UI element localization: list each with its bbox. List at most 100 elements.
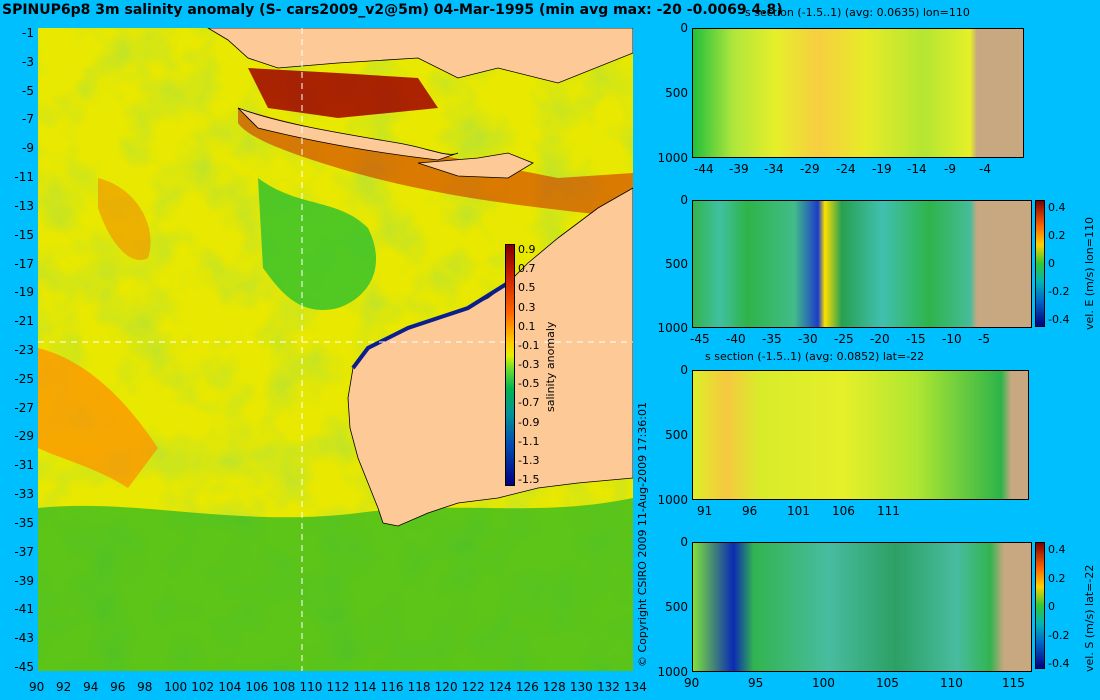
map-x-tick: 134 — [624, 680, 647, 694]
panel-4-x-tick: 105 — [876, 676, 899, 690]
colorbar-tick: 0.3 — [518, 300, 536, 314]
timor-land — [417, 152, 534, 179]
map-y-tick: -23 — [14, 343, 34, 357]
colorbar-tick: -0.9 — [518, 415, 540, 429]
map-y-tick: -33 — [14, 487, 34, 502]
panel-3-x-tick: 111 — [877, 504, 900, 518]
map-x-tick: 128 — [542, 680, 566, 694]
colorbar-label: salinity anomaly — [544, 321, 557, 412]
map-y-tick: -3 — [22, 54, 34, 69]
map-x-tick: 114 — [353, 680, 377, 694]
panel-1-x-tick: -24 — [836, 162, 856, 176]
panel-3-y-tick: 500 — [665, 428, 688, 442]
colorbar-tick: -1.1 — [518, 434, 540, 448]
panel-1-y-tick: 1000 — [657, 151, 688, 165]
map-x-tick: 126 — [515, 680, 539, 694]
panel-1-x-tick: -39 — [729, 162, 749, 176]
panel-4-x-tick: 95 — [748, 676, 764, 690]
colorbar-tick: -0.5 — [518, 377, 540, 391]
panel-1-x-tick: -44 — [694, 162, 714, 176]
southern-green-band — [38, 498, 633, 671]
colorbar-tick: -0.7 — [518, 396, 540, 410]
map-x-tick: 122 — [461, 680, 485, 694]
map-x-tick: 108 — [272, 680, 296, 694]
panel-2-x-tick: -10 — [942, 332, 962, 346]
panel-1-y-tick: 500 — [665, 86, 688, 100]
panel-1-salinity-lon110 — [692, 28, 1024, 158]
panel-2-y-tick: 0 — [680, 193, 688, 207]
colorbar-tick: -1.5 — [518, 473, 540, 486]
map-x-tick: 100 — [164, 680, 188, 694]
panel-2-cbar-tick: 0.4 — [1048, 201, 1066, 214]
map-x-tick: 94 — [83, 680, 99, 694]
panel-2-cbar-tick: 0.2 — [1048, 229, 1066, 242]
panel-2-x-tick: -40 — [726, 332, 746, 346]
panel-2-x-tick: -5 — [978, 332, 990, 346]
map-x-tick: 120 — [434, 680, 458, 694]
panel-2-x-tick: -45 — [690, 332, 710, 346]
colorbar-tick: 0.7 — [518, 262, 536, 276]
panel-1-x-tick: -4 — [979, 162, 991, 176]
java-land — [237, 107, 459, 161]
panel-1-x-tick: -19 — [872, 162, 892, 176]
panel-4-y-tick: 500 — [665, 600, 688, 614]
map-y-tick: -27 — [14, 400, 34, 415]
map-x-tick: 130 — [569, 680, 593, 694]
map-y-tick: -13 — [14, 198, 34, 213]
map-y-tick: -11 — [14, 170, 34, 185]
map-x-tick: 90 — [29, 680, 45, 694]
map-y-tick: -5 — [22, 83, 34, 98]
panel-4-y-tick: 1000 — [657, 665, 688, 679]
panel-2-vel-e-lon110 — [692, 200, 1032, 328]
panel-4-cbar-tick: -0.2 — [1048, 628, 1070, 642]
panel-4-x-tick: 110 — [940, 676, 963, 690]
panel-1-x-tick: -14 — [907, 162, 927, 176]
map-x-tick: 104 — [218, 680, 242, 694]
map-y-tick: -1 — [22, 26, 34, 40]
panel-3-x-tick: 91 — [697, 504, 713, 518]
panel-4-cbar-tick: 0.4 — [1048, 543, 1066, 556]
borneo-sumatra-land — [207, 28, 633, 84]
map-y-tick: -37 — [14, 544, 34, 559]
colorbar-tick: 0.9 — [518, 243, 536, 256]
map-x-tick: 102 — [191, 680, 215, 694]
map-y-tick: -39 — [14, 573, 34, 588]
panel-1-x-tick: -34 — [764, 162, 784, 176]
panel-4-x-tick: 115 — [1002, 676, 1025, 690]
panel-4-x-tick: 90 — [684, 676, 700, 690]
map-x-tick: 110 — [299, 680, 323, 694]
panel-1-title: s section (-1.5..1) (avg: 0.0635) lon=11… — [745, 6, 970, 19]
map-x-tick: 124 — [488, 680, 512, 694]
salinity-colorbar — [505, 244, 515, 486]
map-y-tick: -15 — [14, 227, 34, 242]
panel-1-x-tick: -29 — [800, 162, 820, 176]
colorbar-tick: -0.3 — [518, 358, 540, 371]
orange-anomaly — [38, 348, 158, 488]
panel-3-y-tick: 0 — [680, 363, 688, 377]
panel-3-title: s section (-1.5..1) (avg: 0.0852) lat=-2… — [705, 350, 925, 363]
panel-3-y-tick: 1000 — [657, 493, 688, 507]
copyright-text: © Copyright CSIRO 2009 11-Aug-2009 17:36… — [636, 401, 649, 667]
map-x-tick: 96 — [110, 680, 126, 694]
colorbar-tick: -1.3 — [518, 453, 540, 467]
vel-s-colorbar — [1035, 542, 1045, 669]
map-y-tick: -9 — [22, 141, 34, 156]
panel-2-cbar-tick: -0.4 — [1048, 313, 1070, 326]
map-y-tick: -31 — [14, 458, 34, 473]
panel-4-y-tick: 0 — [680, 535, 688, 549]
map-y-tick: -7 — [22, 112, 34, 127]
map-x-tick: 98 — [137, 680, 153, 694]
panel-2-y-tick: 1000 — [657, 321, 688, 335]
map-x-tick: 112 — [326, 680, 350, 694]
java-sea-anomaly — [248, 68, 438, 118]
salinity-map-svg — [38, 28, 633, 671]
figure-title: SPINUP6p8 3m salinity anomaly (S- cars20… — [2, 2, 783, 18]
panel-2-cbar-tick: 0 — [1048, 257, 1055, 270]
panel-1-y-tick: 0 — [680, 21, 688, 35]
panel-4-x-tick: 100 — [812, 676, 835, 690]
map-y-tick: -35 — [14, 515, 34, 530]
vel-e-colorbar — [1035, 200, 1045, 327]
colorbar-tick: -0.1 — [518, 338, 540, 352]
map-y-tick: -29 — [14, 429, 34, 444]
vel-e-side-label: vel. E (m/s) lon=110 — [1083, 217, 1096, 330]
